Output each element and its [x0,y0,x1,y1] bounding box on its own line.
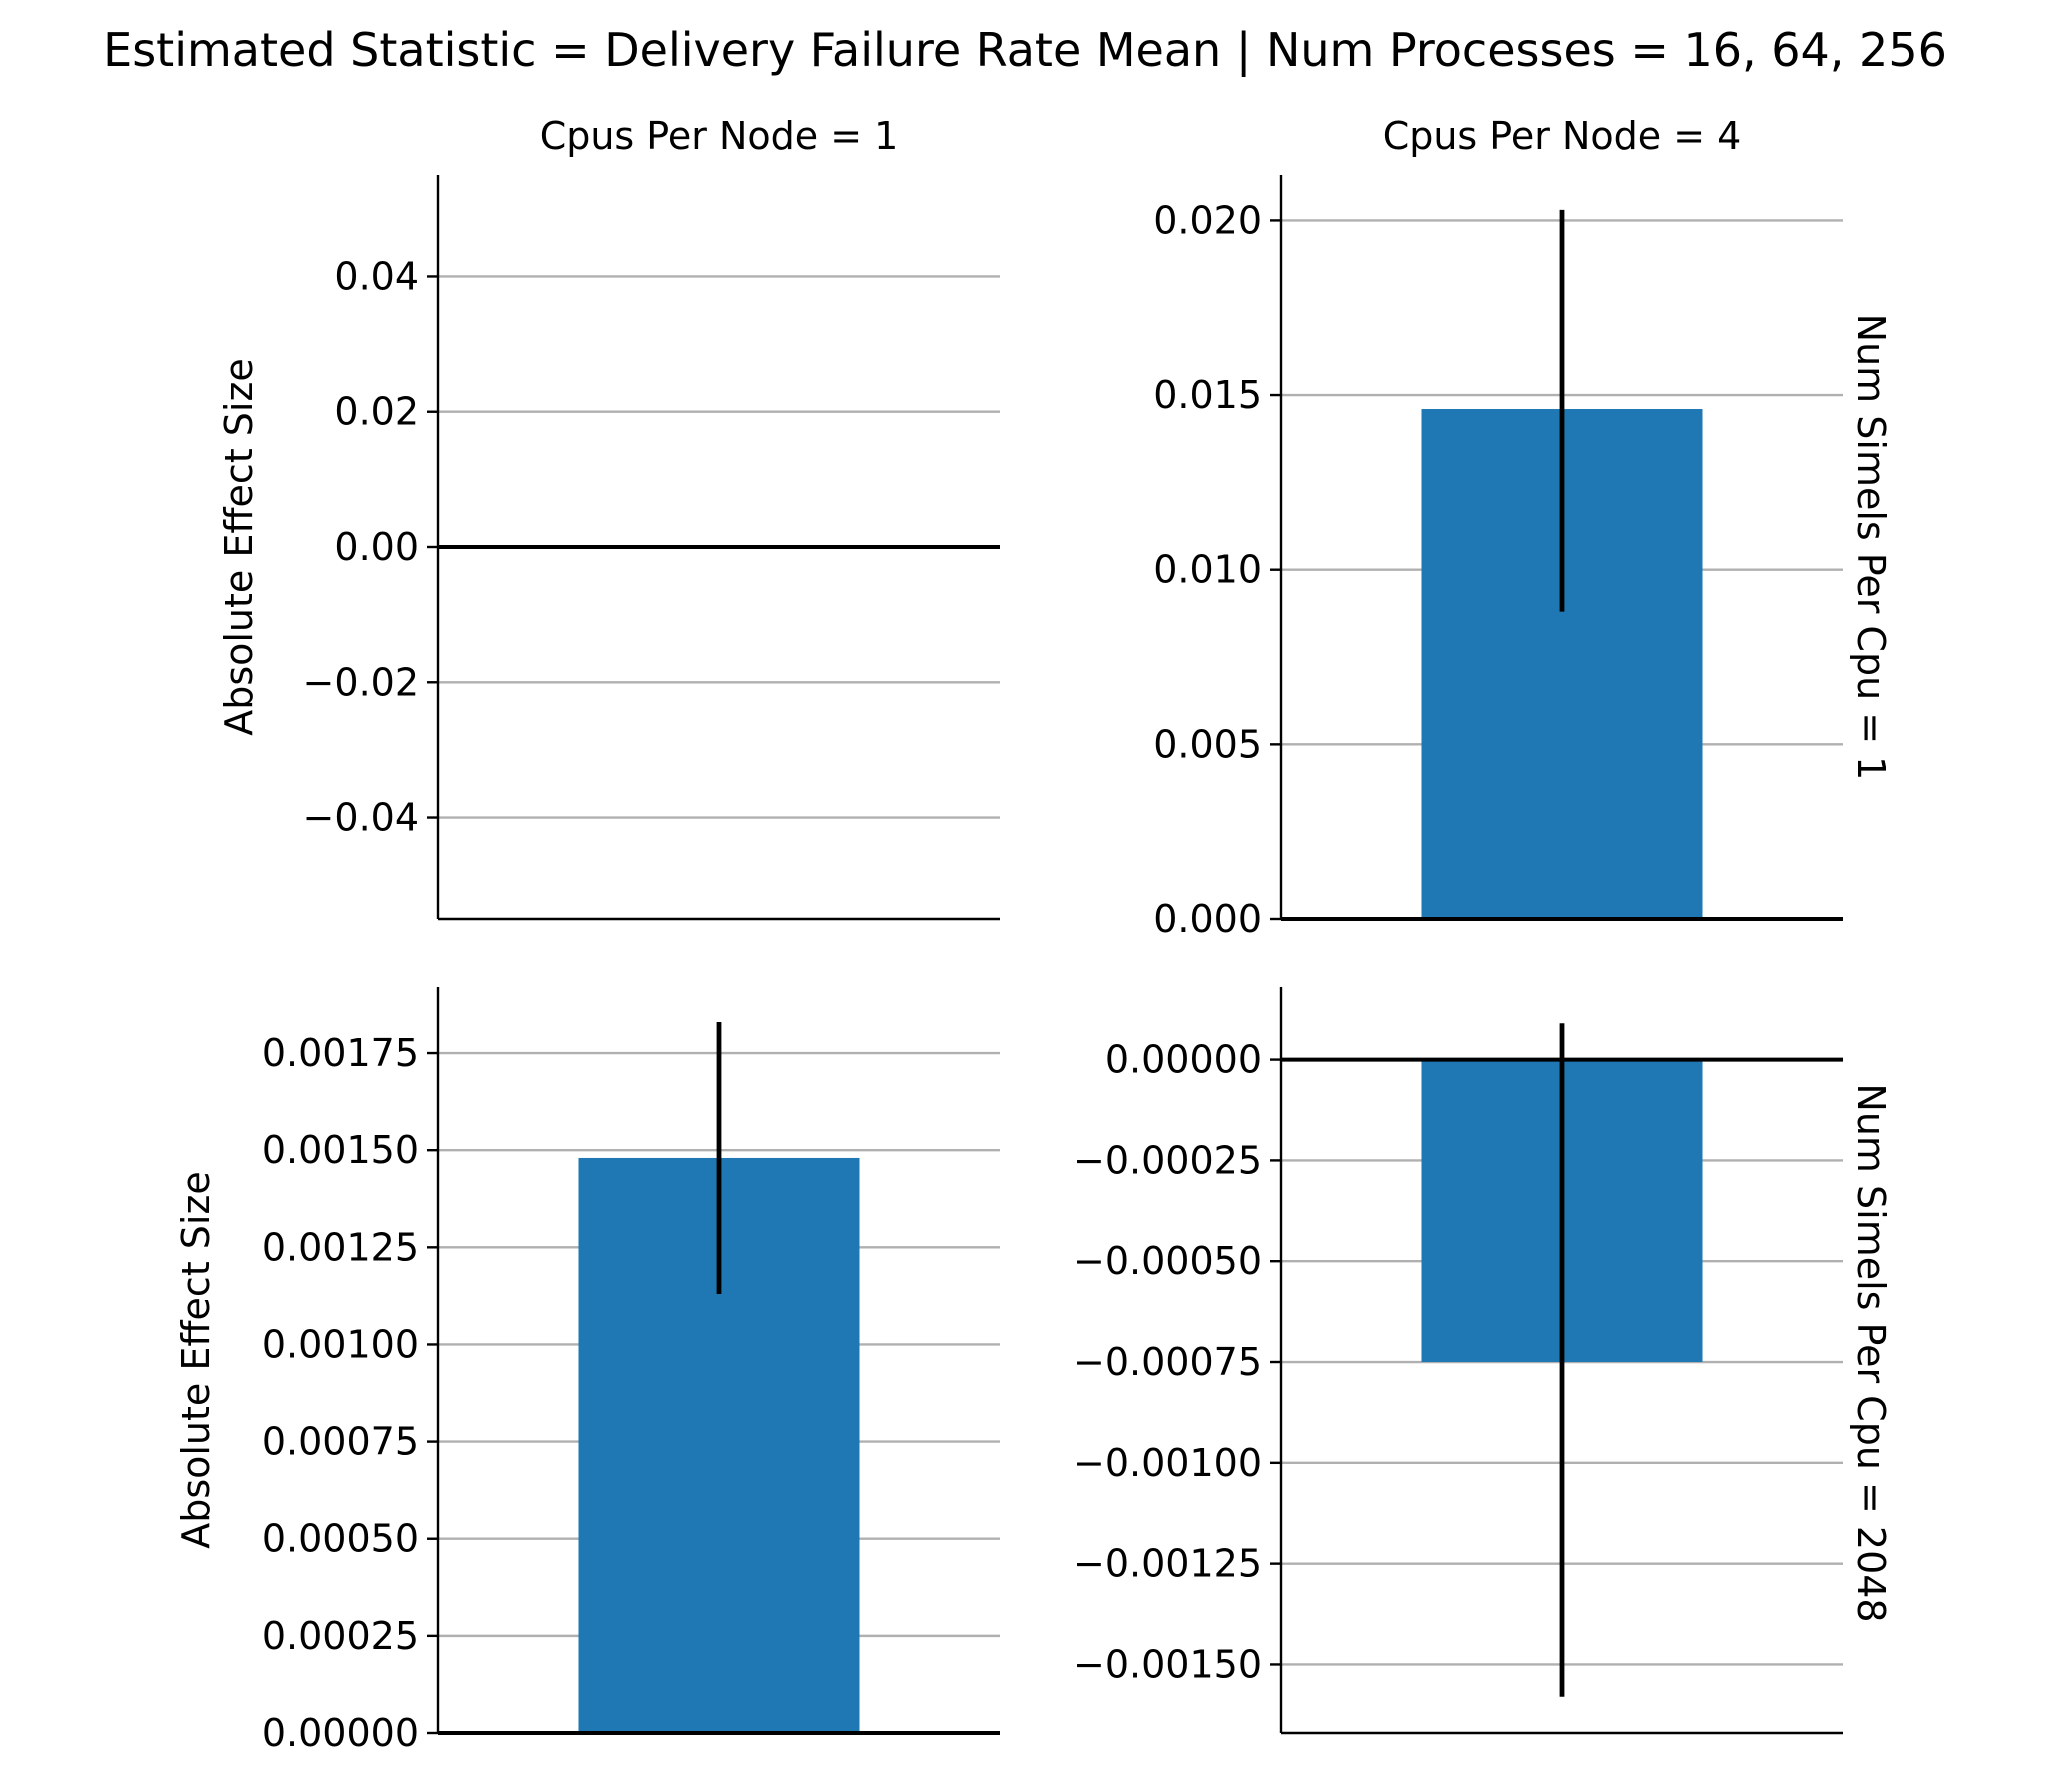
y-axis-label-top: Absolute Effect Size [217,358,261,736]
y-tick-label: 0.000 [1153,897,1262,941]
panel-row1-col1: −0.04 −0.02 0.00 0.02 0.04 [303,175,1000,921]
row-label-simels-2048: Num Simels Per Cpu = 2048 [1849,1083,1893,1622]
panel-row1-col2: 0.000 0.005 0.010 0.015 0.020 [1153,175,1843,941]
y-axis-label-bottom: Absolute Effect Size [174,1171,218,1549]
y-tick-label: 0.00000 [262,1711,419,1755]
y-tick-label: 0.00 [334,525,419,569]
y-tick-label: 0.02 [334,390,419,434]
y-tick-label: −0.00125 [1073,1542,1262,1586]
column-title-cpus-per-node-1: Cpus Per Node = 1 [540,114,899,158]
y-tick-label: −0.00150 [1073,1642,1262,1686]
y-tick-label: 0.015 [1153,373,1262,417]
column-title-cpus-per-node-4: Cpus Per Node = 4 [1383,114,1742,158]
figure-suptitle: Estimated Statistic = Delivery Failure R… [103,23,1947,78]
y-tick-label: 0.00125 [262,1225,419,1269]
y-tick-label: 0.020 [1153,198,1262,242]
y-tick-label: 0.00175 [262,1031,419,1075]
y-tick-label: −0.00100 [1073,1441,1262,1485]
y-tick-label: 0.00000 [1105,1038,1262,1082]
y-tick-label: 0.005 [1153,722,1262,766]
y-tick-label: 0.04 [334,254,419,298]
row-label-simels-1: Num Simels Per Cpu = 1 [1849,314,1893,781]
y-tick-label: 0.00150 [262,1128,419,1172]
y-tick-label: 0.00025 [262,1614,419,1658]
panel-row2-col1: 0.00000 0.00025 0.00050 0.00075 0.00100 0.001… [262,987,1000,1755]
y-tick-label: −0.00025 [1073,1138,1262,1182]
y-tick-label: 0.010 [1153,548,1262,592]
y-tick-label: −0.00075 [1073,1340,1262,1384]
y-tick-label: 0.00075 [262,1420,419,1464]
y-tick-label: 0.00050 [262,1517,419,1561]
y-tick-label: −0.02 [303,660,419,704]
panel-row2-col2: −0.00150 −0.00125 −0.00100 −0.00075 −0.00050… [1073,987,1843,1735]
y-tick-label: −0.00050 [1073,1239,1262,1283]
y-tick-label: 0.00100 [262,1322,419,1366]
y-tick-label: −0.04 [303,796,419,840]
